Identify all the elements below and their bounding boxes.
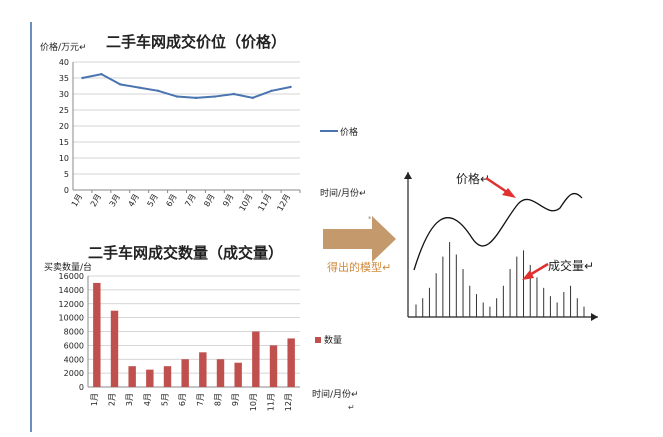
price-point [138,86,141,89]
bar-chart-ytick: 16000 [59,272,84,281]
bar-chart-xtick: 3月 [125,393,134,406]
model-arrow [323,216,396,262]
bar-chart-xtick: 1月 [90,393,99,406]
volume-bar [110,310,119,387]
price-point [119,83,122,86]
bar-chart-title: 二手车网成交数量（成交量） [88,244,283,262]
bar-chart-xtick: 9月 [231,393,240,406]
price-point [81,76,84,80]
line-chart-ytick: 0 [64,186,69,195]
bar-chart-ytick: 10000 [59,314,84,323]
model-xaxis-arrowhead [591,313,598,321]
line-chart-xtick: 4月 [127,193,141,209]
model-price-curve [413,192,583,271]
bar-chart-legend-swatch [315,337,321,343]
left-border-line [30,22,32,432]
line-chart-xtick: 12月 [275,193,292,213]
line-chart-ytick: 30 [59,90,69,99]
bar-chart-xlabel: 时间/月份↵ [312,388,359,400]
asterisk-mark: * [368,215,372,223]
line-chart-xtick: 11月 [256,193,273,213]
line-chart-ytick: 15 [59,138,69,147]
price-point [213,95,217,98]
return-mark: ↵ [348,403,355,412]
line-chart-xtick: 5月 [146,193,160,209]
line-chart-title: 二手车网成交价位（价格） [106,33,286,51]
volume-bar [287,338,295,387]
price-point [289,85,292,89]
price-point [194,96,198,100]
bar-chart-ytick: 12000 [59,300,84,309]
volume-bar [163,366,172,387]
volume-bar [252,331,260,387]
volume-bar [146,369,154,387]
line-chart-ytick: 10 [59,154,69,163]
price-point [232,92,235,96]
line-chart-ytick: 40 [59,58,69,67]
price-point [156,89,160,93]
line-chart-xtick: 7月 [183,193,197,209]
model-arrow-label: 得出的模型↵ [327,260,391,274]
line-chart-legend-label: 价格 [340,126,358,138]
bar-chart-xtick: 8月 [214,393,223,406]
price-point [270,89,273,93]
line-chart-xtick: 2月 [89,193,103,209]
bar-chart-ytick: 4000 [64,355,84,364]
bar-chart-ytick: 2000 [64,369,84,378]
volume-pointer-arrowhead [522,270,534,280]
bar-chart-xtick: 11月 [267,393,276,411]
line-chart-xtick: 9月 [221,193,235,209]
model-volume-label: 成交量↵ [548,258,594,273]
line-chart-ytick: 5 [64,170,69,179]
line-chart-ylabel: 价格/万元↵ [40,41,87,53]
line-chart-xtick: 6月 [164,193,178,209]
price-pointer-arrowhead [502,188,516,198]
volume-bar [199,352,207,387]
price-series-line [82,73,291,99]
volume-bar [216,359,225,387]
line-chart-xtick: 8月 [202,193,216,209]
volume-bar [181,359,189,387]
bar-chart-ytick: 14000 [59,286,84,295]
volume-bar [128,366,136,387]
bar-chart-ytick: 0 [79,383,84,392]
bar-chart-xtick: 6月 [178,393,187,406]
line-chart-ytick: 25 [59,106,69,115]
bar-chart-ytick: 6000 [64,341,84,350]
bar-chart-xtick: 5月 [161,393,170,406]
bar-chart-xtick: 7月 [196,393,205,406]
bar-chart-xtick: 12月 [284,393,293,411]
line-chart-xtick: 10月 [238,192,255,212]
line-chart-xtick: 1月 [70,193,84,209]
line-chart-ytick: 35 [59,74,69,83]
bar-chart-xtick: 4月 [143,393,152,406]
bar-chart-xtick: 2月 [108,393,117,406]
price-point [100,72,103,76]
line-chart-xtick: 3月 [108,193,122,209]
bar-chart-ytick: 8000 [64,328,84,337]
model-yaxis-arrowhead [404,172,412,179]
volume-bar [269,345,278,387]
line-chart-ytick: 20 [59,122,69,131]
price-point [175,95,179,98]
price-point [251,96,254,100]
model-price-label: 价格↵ [456,171,490,186]
bar-chart-ylabel: 买卖数量/台 [44,261,92,273]
bar-chart-legend-label: 数量 [324,334,342,346]
bar-chart-xtick: 10月 [249,393,258,411]
volume-bar [93,282,101,387]
line-chart-xlabel: 时间/月份↵ [320,187,367,199]
volume-bar [234,362,242,387]
